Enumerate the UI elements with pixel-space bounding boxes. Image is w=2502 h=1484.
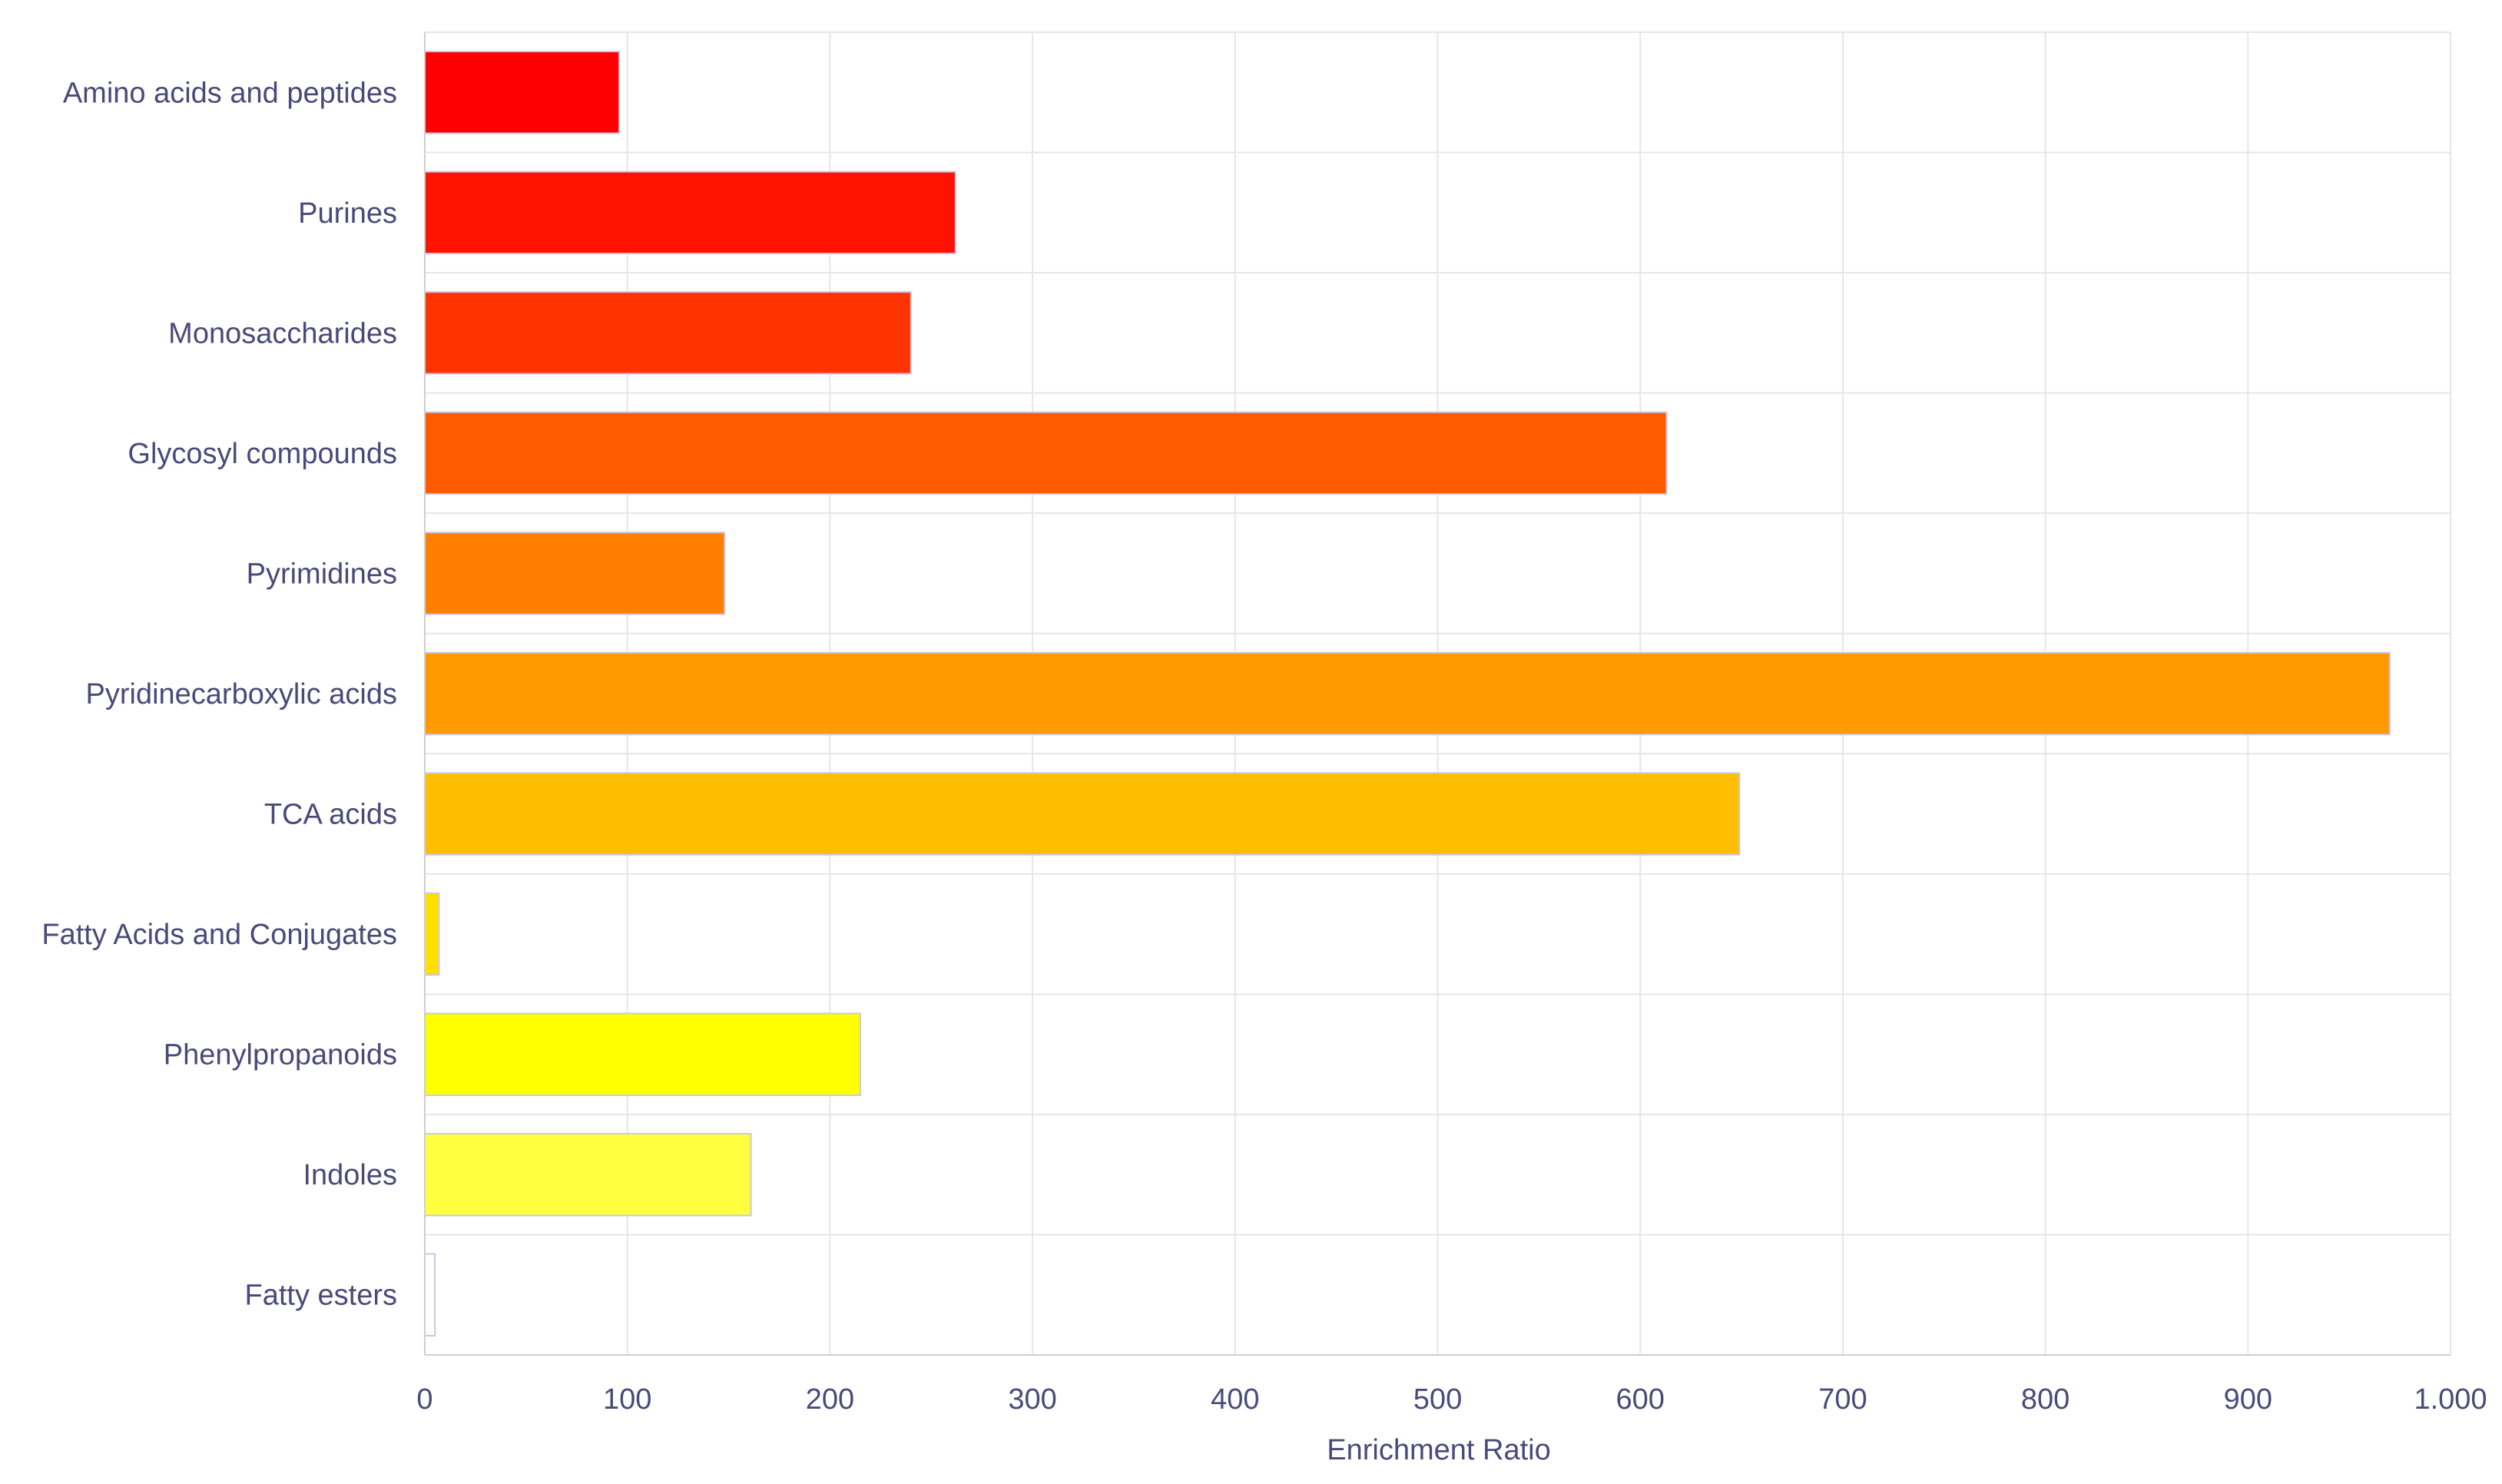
- x-tick-label: 700: [1818, 1383, 1867, 1416]
- x-tick-label: 300: [1008, 1383, 1056, 1416]
- x-tick-label: 1.000: [2414, 1383, 2487, 1416]
- x-tick-label: 200: [806, 1383, 854, 1416]
- category-label: Indoles: [303, 1159, 397, 1191]
- x-tick-label: 100: [603, 1383, 651, 1416]
- x-tick-labels: 0 100 200 300 400 500 600 700 800 900 1.000: [416, 1383, 2487, 1416]
- axes: [424, 32, 2451, 1356]
- category-label: Fatty Acids and Conjugates: [41, 919, 397, 951]
- x-tick-label: 900: [2224, 1383, 2272, 1416]
- category-label: Phenylpropanoids: [164, 1039, 397, 1072]
- category-labels: Amino acids and peptides Purines Monosacch…: [41, 77, 397, 1311]
- bar: [424, 171, 956, 255]
- bar: [424, 51, 621, 134]
- bar: [424, 1012, 861, 1096]
- bar: [424, 651, 2391, 736]
- category-label: Amino acids and peptides: [63, 77, 397, 109]
- category-label: Fatty esters: [245, 1280, 398, 1312]
- bar: [424, 291, 912, 375]
- bar: [424, 1132, 752, 1217]
- bar: [424, 532, 726, 615]
- category-label: Glycosyl compounds: [128, 438, 397, 470]
- bar: [424, 892, 440, 976]
- category-label: Purines: [298, 197, 397, 230]
- bars: [424, 51, 2391, 1337]
- bar: [424, 411, 1668, 495]
- x-tick-label: 0: [416, 1383, 432, 1416]
- x-axis-title: Enrichment Ratio: [1327, 1434, 1550, 1466]
- x-tick-label: 500: [1413, 1383, 1462, 1416]
- x-tick-label: 600: [1616, 1383, 1664, 1416]
- category-label: TCA acids: [264, 799, 397, 831]
- bar: [424, 1253, 436, 1337]
- category-label: Monosaccharides: [168, 317, 397, 349]
- category-label: Pyrimidines: [247, 558, 397, 590]
- bar: [424, 772, 1741, 856]
- x-tick-label: 800: [2021, 1383, 2070, 1416]
- category-label: Pyridinecarboxylic acids: [86, 678, 398, 711]
- x-tick-label: 400: [1211, 1383, 1259, 1416]
